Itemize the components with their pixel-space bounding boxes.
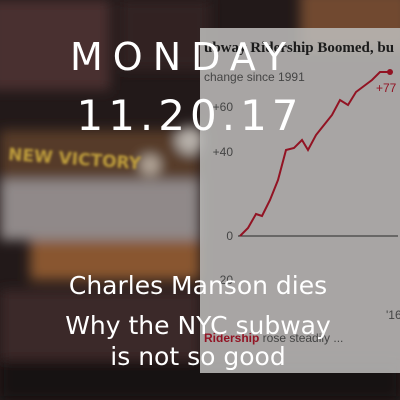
day: MONDAY: [70, 35, 296, 79]
axis-label: +40: [213, 145, 234, 159]
headline: is not so good: [110, 342, 285, 371]
date: 11.20.17: [76, 91, 303, 140]
trend-line: [239, 71, 390, 237]
headline: Why the NYC subway: [65, 311, 331, 340]
chart-title: ubway Ridership Boomed, bu: [204, 40, 394, 56]
caption-rest: rose steadily ...: [259, 331, 343, 345]
axis-label: 0: [226, 229, 233, 243]
caption-strong: Ridership: [204, 331, 259, 345]
axis-label: -20: [216, 273, 234, 287]
headline: Charles Manson dies: [69, 271, 327, 300]
chart-caption: Ridership rose steadily ...: [204, 331, 343, 345]
chart-panel: [200, 28, 400, 373]
end-label: +77: [376, 81, 397, 95]
x-label: '16: [386, 308, 400, 322]
background-chart: ubway Ridership Boomed, bu change since …: [200, 28, 400, 373]
end-dot: [387, 69, 393, 75]
chart-subtitle: change since 1991: [204, 70, 305, 84]
axis-label: +60: [213, 100, 234, 114]
